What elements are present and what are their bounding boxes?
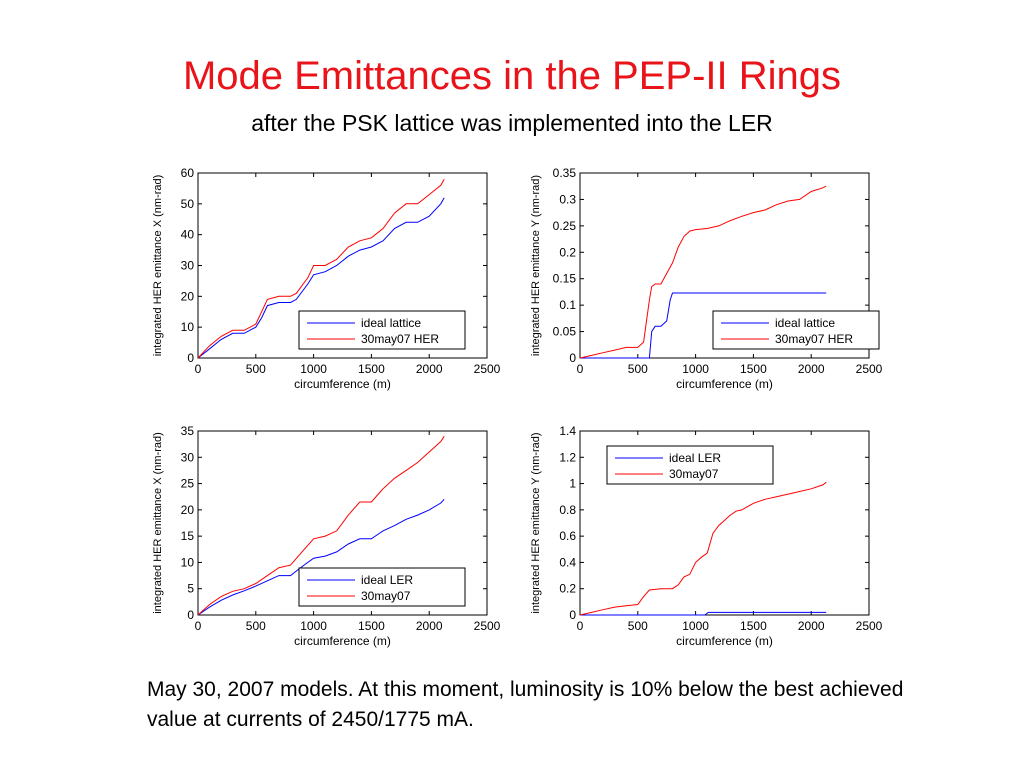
legend-label: ideal lattice [361, 316, 421, 330]
x-tick-label: 0 [195, 619, 202, 633]
legend-label: 30may07 HER [361, 332, 439, 346]
x-tick-label: 2500 [856, 362, 883, 376]
x-tick-label: 1500 [740, 619, 767, 633]
x-axis-label: circumference (m) [294, 634, 391, 648]
y-tick-label: 20 [181, 503, 195, 517]
y-axis-label: integrated HER emittance X (nm-rad) [152, 432, 164, 614]
y-tick-label: 50 [181, 197, 195, 211]
legend-label: ideal LER [361, 573, 413, 587]
y-tick-label: 20 [181, 289, 195, 303]
series-line-0 [197, 197, 445, 359]
y-tick-label: 0 [569, 608, 576, 622]
legend-label: 30may07 [669, 467, 719, 481]
y-tick-label: 0.25 [553, 219, 577, 233]
y-tick-label: 0.15 [553, 272, 577, 286]
y-tick-label: 1.2 [559, 450, 576, 464]
legend: ideal lattice 30may07 HER [712, 310, 880, 350]
y-tick-label: 35 [181, 424, 195, 438]
chart-ler-y-svg: 0 500 1000 1500 2000 2500 0 0.2 0.4 0.6 0.8 1 1.2 1.4… [530, 424, 883, 648]
y-tick-label: 0.3 [559, 192, 576, 206]
x-axis-label: circumference (m) [294, 377, 391, 391]
legend-label: 30may07 HER [775, 332, 853, 346]
x-tick-label: 1000 [300, 362, 327, 376]
y-tick-label: 5 [187, 582, 194, 596]
y-tick-label: 0.35 [553, 166, 577, 180]
x-tick-label: 500 [246, 619, 266, 633]
y-tick-label: 30 [181, 450, 195, 464]
chart-ler-y: 0 500 1000 1500 2000 2500 0 0.2 0.4 0.6 0.8 1 1.2 1.4… [528, 418, 898, 658]
y-tick-label: 10 [181, 555, 195, 569]
y-tick-label: 10 [181, 320, 195, 334]
y-tick-label: 60 [181, 166, 195, 180]
y-tick-label: 0.4 [559, 555, 576, 569]
y-axis-label: integrated HER emittance X (nm-rad) [152, 175, 164, 357]
y-tick-label: 0 [187, 351, 194, 365]
y-tick-label: 15 [181, 529, 195, 543]
legend-box [298, 567, 466, 607]
x-axis-label: circumference (m) [676, 634, 773, 648]
chart-ler-x-svg: 0 500 1000 1500 2000 2500 0 5 10 15 20 25 30 35 circum… [152, 424, 501, 648]
y-axis-label: integrated HER emittance Y (nm-rad) [530, 432, 542, 613]
chart-ler-x: 0 500 1000 1500 2000 2500 0 5 10 15 20 25 30 35 circum… [150, 418, 510, 658]
x-axis-label: circumference (m) [676, 377, 773, 391]
x-tick-label: 2500 [474, 619, 501, 633]
x-tick-label: 1000 [682, 362, 709, 376]
chart-her-y: 0 500 1000 1500 2000 2500 0 0.05 0.1 0.15 0.2 0.25 0… [528, 160, 898, 400]
series-line-0 [580, 292, 827, 359]
x-tick-label: 2500 [474, 362, 501, 376]
x-tick-label: 2000 [798, 362, 825, 376]
y-tick-label: 1 [569, 477, 576, 491]
legend: ideal LER 30may07 [606, 445, 774, 485]
x-tick-label: 500 [628, 619, 648, 633]
x-tick-label: 2500 [856, 619, 883, 633]
y-tick-label: 25 [181, 477, 195, 491]
x-tick-label: 500 [246, 362, 266, 376]
series-line-1 [197, 178, 445, 359]
y-axis-label: integrated HER emittance Y (nm-rad) [530, 175, 542, 356]
chart-her-y-svg: 0 500 1000 1500 2000 2500 0 0.05 0.1 0.15 0.2 0.25 0… [530, 166, 883, 391]
series-line-1 [197, 436, 445, 616]
y-tick-label: 0.2 [559, 582, 576, 596]
y-tick-label: 0.1 [559, 298, 576, 312]
page-subtitle: after the PSK lattice was implemented in… [251, 110, 773, 136]
x-tick-label: 500 [628, 362, 648, 376]
y-tick-label: 0 [569, 351, 576, 365]
series-line-1 [579, 185, 827, 359]
x-tick-label: 1000 [682, 619, 709, 633]
x-tick-label: 0 [195, 362, 202, 376]
series-line-0 [580, 611, 827, 616]
legend-box [298, 310, 466, 350]
y-tick-label: 1.4 [559, 424, 576, 438]
chart-her-x: 0 500 1000 1500 2000 2500 0 10 20 30 40 50 60 circumf… [150, 160, 510, 400]
x-tick-label: 2000 [416, 619, 443, 633]
x-tick-label: 1000 [300, 619, 327, 633]
y-tick-label: 0.6 [559, 529, 576, 543]
y-tick-label: 0 [187, 608, 194, 622]
series-line-0 [197, 498, 445, 616]
legend: ideal LER 30may07 [298, 567, 466, 607]
y-tick-label: 0.2 [559, 245, 576, 259]
y-tick-label: 0.05 [553, 325, 577, 339]
legend-box [606, 445, 774, 485]
x-tick-label: 1500 [740, 362, 767, 376]
series-line-1 [579, 481, 827, 616]
legend-label: ideal LER [669, 451, 721, 465]
legend-label: 30may07 [361, 589, 411, 603]
x-tick-label: 2000 [798, 619, 825, 633]
legend: ideal lattice 30may07 HER [298, 310, 466, 350]
slide-caption: May 30, 2007 models. At this moment, lum… [147, 678, 904, 731]
x-tick-label: 1500 [358, 619, 385, 633]
x-tick-label: 1500 [358, 362, 385, 376]
y-tick-label: 40 [181, 228, 195, 242]
legend-label: ideal lattice [775, 316, 835, 330]
x-tick-label: 0 [577, 362, 584, 376]
page-title: Mode Emittances in the PEP-II Rings [182, 54, 842, 98]
y-tick-label: 30 [181, 259, 195, 273]
chart-her-x-svg: 0 500 1000 1500 2000 2500 0 10 20 30 40 50 60 circumf… [152, 166, 501, 391]
x-tick-label: 2000 [416, 362, 443, 376]
x-tick-label: 0 [577, 619, 584, 633]
legend-box [712, 310, 880, 350]
y-tick-label: 0.8 [559, 503, 576, 517]
